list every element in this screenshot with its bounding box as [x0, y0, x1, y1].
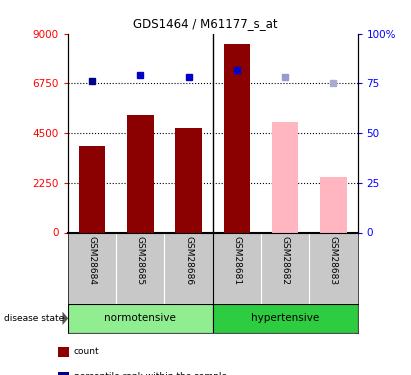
Text: GSM28682: GSM28682: [281, 236, 290, 285]
Bar: [68, 304, 213, 333]
Text: GSM28683: GSM28683: [329, 236, 338, 285]
Text: GSM28686: GSM28686: [184, 236, 193, 285]
Bar: [79, 146, 105, 232]
Text: normotensive: normotensive: [104, 314, 176, 323]
Bar: [320, 177, 347, 232]
Bar: [224, 44, 250, 232]
Text: GDS1464 / M61177_s_at: GDS1464 / M61177_s_at: [133, 17, 278, 30]
Text: GSM28684: GSM28684: [88, 236, 97, 285]
Bar: [175, 128, 202, 232]
Text: disease state: disease state: [4, 314, 65, 323]
Bar: [213, 304, 358, 333]
Text: GSM28685: GSM28685: [136, 236, 145, 285]
Text: percentile rank within the sample: percentile rank within the sample: [74, 372, 227, 375]
Polygon shape: [62, 312, 68, 325]
Bar: [127, 116, 154, 232]
Bar: [272, 122, 298, 232]
Text: hypertensive: hypertensive: [251, 314, 319, 323]
Text: count: count: [74, 347, 99, 356]
Text: GSM28681: GSM28681: [232, 236, 241, 285]
